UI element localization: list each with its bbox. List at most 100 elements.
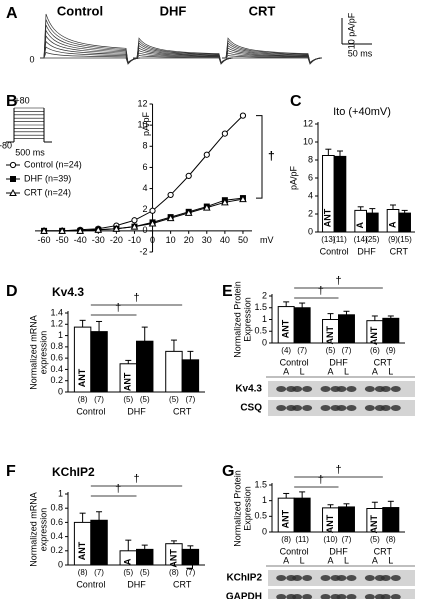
zero-label: 0 (29, 54, 34, 64)
marker (167, 191, 174, 199)
bar-label: ANT (77, 368, 87, 387)
y-tick-label: 0.6 (50, 353, 63, 363)
y-tick-label: 1 (262, 314, 267, 324)
bar (181, 359, 200, 393)
bar (165, 350, 183, 393)
legend-label: DHF (n=39) (24, 173, 71, 183)
n-label: (25) (365, 235, 380, 244)
blot-band (292, 386, 303, 392)
current-trace (222, 57, 323, 65)
x-axis-label: mV (260, 235, 274, 245)
lane-label: A (328, 366, 334, 376)
bar (382, 317, 400, 344)
y-tick-label: 2 (143, 204, 148, 214)
n-label: (5) (123, 568, 133, 577)
current-trace (133, 37, 234, 64)
y-axis-label: Expression (242, 486, 252, 531)
n-label: (10) (323, 535, 338, 544)
n-label: (5) (169, 395, 179, 404)
y-tick-label: 1 (262, 495, 267, 505)
marker (202, 203, 211, 211)
group-label: Control (57, 3, 103, 18)
current-trace (40, 57, 141, 65)
blot-band (336, 386, 347, 392)
bar-label: LTR (385, 326, 395, 343)
blot-band (302, 386, 313, 392)
y-tick-label: 0 (308, 226, 313, 236)
y-axis-label: pA/pF (141, 111, 151, 136)
y-tick-label: 4 (143, 183, 148, 193)
y-tick-label: 10 (138, 120, 148, 130)
blot-band (336, 405, 347, 411)
panel-title: KChIP2 (52, 465, 95, 479)
y-tick-label: 0 (262, 337, 267, 347)
x-tick-label: -60 (38, 235, 51, 245)
n-label: (5) (370, 535, 380, 544)
y-tick-label: 8 (143, 141, 148, 151)
y-tick-label: 0.6 (50, 517, 63, 527)
blot-band (346, 405, 357, 411)
y-axis-label: Expression (242, 297, 252, 342)
bar-label: ANT (168, 549, 178, 568)
blot-band (390, 594, 401, 599)
significance-mark: † (133, 473, 139, 485)
n-label: (8) (169, 568, 179, 577)
category-label: DHF (127, 579, 146, 589)
significance-mark: † (318, 285, 324, 297)
y-tick-label: 6 (308, 172, 313, 182)
y-axis-label: pA/pF (288, 165, 298, 190)
x-tick-label: 20 (184, 235, 194, 245)
n-label: (5) (140, 395, 150, 404)
bar-label: LTR (139, 369, 149, 386)
n-label: (7) (342, 535, 352, 544)
y-tick-label: 6 (143, 162, 148, 172)
x-tick-label: 30 (202, 235, 212, 245)
bar-label: LTR (93, 542, 103, 559)
category-label: Control (320, 246, 349, 256)
bar (90, 519, 108, 566)
bar-label: ANT (323, 208, 333, 227)
scale-x-label: 50 ms (348, 48, 373, 58)
y-tick-label: 10 (303, 136, 313, 146)
bar-label: ANT (369, 326, 379, 345)
significance-mark: † (318, 474, 324, 486)
y-tick-label: 1.5 (254, 479, 267, 489)
x-tick-label: 40 (220, 235, 230, 245)
y-tick-label: 0.8 (50, 503, 63, 513)
bar-label: LTR (334, 209, 344, 226)
category-label: CRT (374, 546, 393, 556)
y-axis-label: Normalized mRNA (28, 315, 38, 390)
bar-label: LTR (341, 324, 351, 341)
blot-band (320, 386, 331, 392)
n-label: (9) (388, 235, 398, 244)
x-tick-label: 0 (150, 235, 155, 245)
bar (382, 507, 400, 533)
n-label: (4) (281, 346, 291, 355)
category-label: DHF (329, 546, 348, 556)
y-tick-label: 0 (262, 526, 267, 536)
n-label: (7) (342, 346, 352, 355)
n-label: (13) (321, 235, 336, 244)
legend-marker (9, 161, 17, 169)
blot-band (346, 575, 357, 581)
n-label: (5) (123, 395, 133, 404)
blot-band (292, 575, 303, 581)
blot-band (320, 594, 331, 599)
n-label: (7) (185, 395, 195, 404)
bar-label: ANT (369, 515, 379, 534)
bar (333, 155, 347, 233)
bar-label: L (139, 558, 149, 564)
bar (293, 497, 311, 533)
bar (90, 331, 108, 393)
y-tick-label: 0 (58, 386, 63, 396)
panel-letter: D (6, 283, 18, 300)
blot-row-label: GAPDH (226, 592, 262, 599)
blot-band (276, 386, 287, 392)
y-axis-label: expression (38, 508, 48, 552)
category-label: DHF (357, 246, 376, 256)
marker (149, 207, 156, 214)
y-tick-label: 0.4 (50, 531, 63, 541)
blot-band (320, 575, 331, 581)
blot-band (302, 575, 313, 581)
